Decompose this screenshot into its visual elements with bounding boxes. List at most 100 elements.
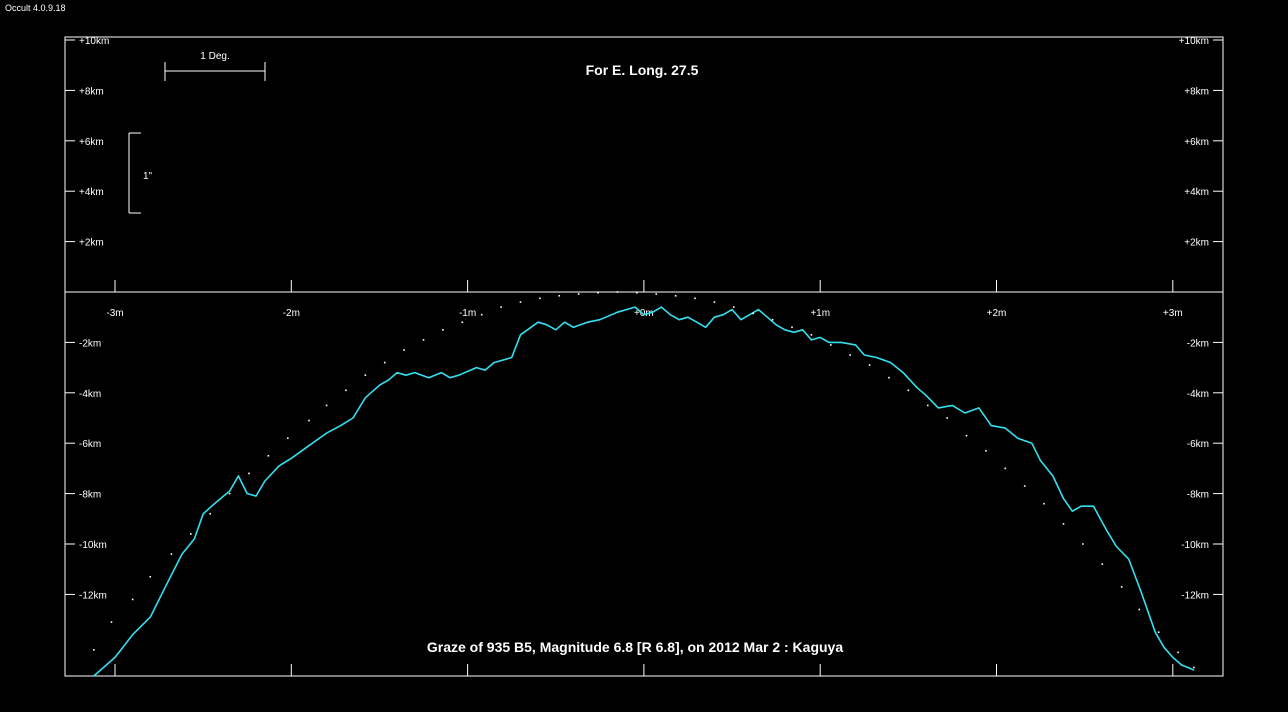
limb-dot bbox=[868, 364, 871, 366]
y-tick-label-right: +6km bbox=[1184, 137, 1209, 148]
limb-dot bbox=[170, 553, 173, 555]
limb-dot bbox=[461, 321, 464, 324]
y-tick-label-left: +4km bbox=[79, 187, 104, 198]
limb-dot bbox=[616, 291, 619, 293]
limb-dot bbox=[403, 349, 405, 351]
chart-title: For E. Long. 27.5 bbox=[586, 62, 699, 78]
limb-dot bbox=[110, 621, 113, 623]
degree-scale-bar: 1 Deg. bbox=[164, 51, 266, 81]
y-tick-label-left: +10km bbox=[79, 36, 109, 47]
chart-footer: Graze of 935 B5, Magnitude 6.8 [R 6.8], … bbox=[427, 639, 843, 655]
limb-dot bbox=[1157, 631, 1160, 633]
series-layer bbox=[93, 291, 1195, 677]
limb-dot bbox=[383, 361, 386, 364]
plot-frame bbox=[64, 36, 1224, 677]
limb-dot bbox=[364, 374, 367, 376]
limb-dot bbox=[577, 293, 580, 295]
y-tick-label-left: -10km bbox=[79, 540, 107, 551]
x-tick-label: +2m bbox=[987, 308, 1007, 319]
arcsec-scale-label: 1" bbox=[143, 171, 153, 182]
limb-dot bbox=[771, 318, 774, 321]
limb-dot bbox=[1138, 608, 1141, 611]
x-tick-label: +1m bbox=[810, 308, 830, 319]
limb-dot bbox=[849, 354, 851, 356]
y-tick-label-left: -2km bbox=[79, 338, 101, 349]
limb-dot bbox=[480, 313, 483, 316]
limb-dot bbox=[500, 306, 502, 308]
limb-dot bbox=[1062, 523, 1065, 525]
limb-dot bbox=[965, 434, 968, 437]
limb-dot bbox=[791, 326, 793, 329]
limb-dot bbox=[1082, 543, 1084, 545]
y-tick-label-left: -8km bbox=[79, 490, 101, 501]
limb-dot bbox=[946, 417, 948, 419]
limb-dot bbox=[829, 344, 832, 346]
limb-dot bbox=[907, 389, 910, 392]
x-tick-label: -3m bbox=[106, 308, 123, 319]
x-tick-label: +3m bbox=[1163, 308, 1183, 319]
limb-dot bbox=[1193, 666, 1195, 669]
y-tick-label-right: +4km bbox=[1184, 187, 1209, 198]
limb-dot bbox=[636, 291, 638, 294]
limb-dot bbox=[1004, 467, 1007, 470]
x-tick-label: +0m bbox=[634, 308, 654, 319]
limb-dot bbox=[539, 297, 541, 300]
y-tick-label-left: +6km bbox=[79, 137, 104, 148]
app-title: Occult 4.0.9.18 bbox=[5, 3, 66, 13]
limb-dot bbox=[810, 334, 813, 336]
limb-dot bbox=[228, 492, 231, 495]
limb-dot bbox=[597, 291, 599, 294]
limb-dot bbox=[1177, 651, 1179, 654]
limb-dot bbox=[752, 312, 755, 315]
y-tick-label-left: -12km bbox=[79, 590, 107, 601]
limb-dot bbox=[190, 533, 192, 535]
limb-dot bbox=[519, 301, 522, 303]
limb-dot bbox=[308, 419, 310, 422]
limb-dot bbox=[325, 404, 328, 407]
y-tick-label-right: -10km bbox=[1181, 540, 1209, 551]
limb-dot bbox=[655, 293, 658, 295]
limb-dot bbox=[209, 512, 212, 515]
arcsec-scale-bar: 1" bbox=[128, 132, 153, 214]
y-tick-label-right: -12km bbox=[1181, 590, 1209, 601]
y-tick-label-right: +2km bbox=[1184, 238, 1209, 249]
limb-dot bbox=[267, 455, 270, 457]
limb-dot bbox=[1043, 502, 1045, 505]
y-tick-label-right: -4km bbox=[1187, 389, 1209, 400]
limb-dot bbox=[442, 329, 444, 331]
limb-dot bbox=[286, 437, 289, 439]
limb-dot bbox=[733, 306, 735, 308]
limb-profile-line bbox=[93, 306, 1195, 677]
limb-dot bbox=[888, 376, 890, 379]
limb-dot bbox=[149, 575, 152, 578]
limb-dot bbox=[694, 297, 696, 300]
y-tick-label-right: -8km bbox=[1187, 490, 1209, 501]
limb-dot bbox=[926, 404, 929, 407]
x-ticks: -3m -2m -1m +0m +1m +2m +3m bbox=[106, 280, 1183, 676]
x-tick-label: -2m bbox=[283, 308, 300, 319]
y-tick-label-left: +8km bbox=[79, 86, 104, 97]
y-tick-label-right: +10km bbox=[1179, 36, 1209, 47]
limb-dot bbox=[985, 449, 987, 452]
limb-dot bbox=[1120, 586, 1123, 588]
limb-dot bbox=[1023, 485, 1026, 487]
y-tick-label-left: +2km bbox=[79, 238, 104, 249]
limb-dot bbox=[674, 294, 677, 297]
y-tick-label-right: -6km bbox=[1187, 439, 1209, 450]
degree-scale-label: 1 Deg. bbox=[200, 51, 229, 62]
y-tick-label-right: +8km bbox=[1184, 86, 1209, 97]
limb-dot bbox=[131, 598, 134, 601]
limb-dot bbox=[1101, 563, 1104, 565]
limb-dot bbox=[422, 339, 425, 341]
y-tick-label-right: -2km bbox=[1187, 338, 1209, 349]
limb-dot bbox=[345, 389, 347, 392]
y-tick-label-left: -4km bbox=[79, 389, 101, 400]
y-ticks-right: +10km +8km +6km +4km +2km -2km -4km -6km -8km -10… bbox=[1179, 36, 1223, 601]
limb-dot bbox=[248, 472, 250, 475]
y-tick-label-left: -6km bbox=[79, 439, 101, 450]
limb-dot bbox=[713, 301, 716, 303]
limb-dot bbox=[558, 294, 561, 297]
x-tick-label: -1m bbox=[459, 308, 476, 319]
limb-dot bbox=[93, 649, 95, 651]
